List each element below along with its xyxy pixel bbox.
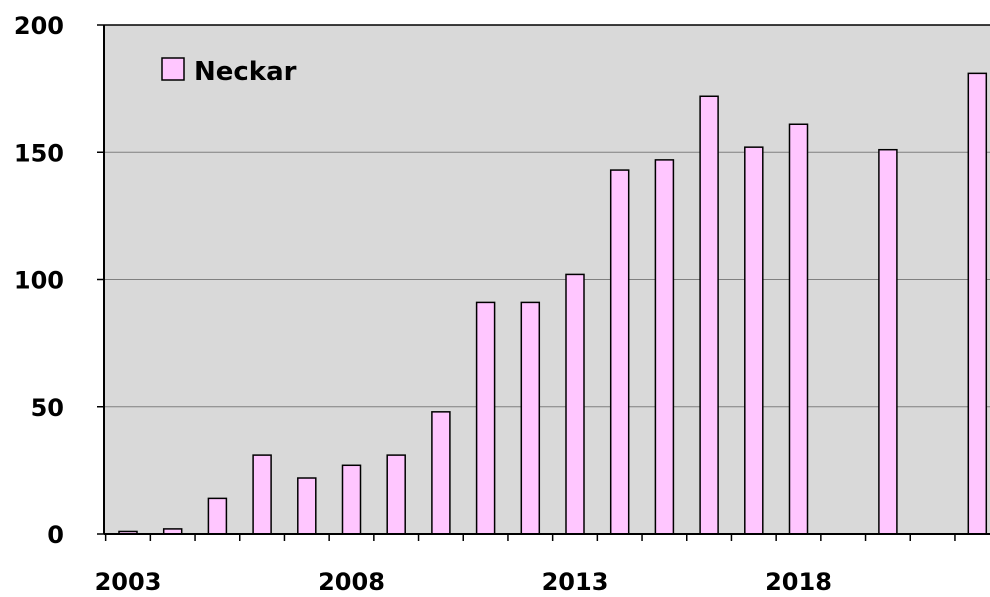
bar-2008	[341, 464, 362, 535]
bar-2018	[788, 123, 809, 535]
bar-2009	[386, 454, 406, 535]
bar-2006	[252, 454, 272, 535]
x-axis-ticks: 2003 2008 2013 2018	[95, 534, 956, 596]
legend-swatch	[161, 57, 185, 81]
y-tick-label: 150	[14, 139, 64, 167]
bar-2017	[744, 146, 764, 535]
bar-2013	[565, 273, 585, 535]
bar-2011	[475, 301, 496, 535]
gridlines	[104, 151, 990, 408]
bar-2020	[878, 148, 898, 535]
bar-2022	[967, 72, 988, 535]
x-tick-label: 2018	[765, 568, 832, 596]
x-tick-label: 2008	[318, 568, 385, 596]
bar-2005	[207, 497, 228, 535]
y-axis-ticks: 0 50 100 150 200	[14, 12, 104, 549]
bar-2014	[609, 169, 630, 535]
y-tick-label: 0	[47, 521, 64, 549]
bar-2015	[654, 159, 675, 535]
y-tick-label: 50	[31, 394, 64, 422]
bars	[118, 72, 988, 535]
x-tick-label: 2013	[542, 568, 609, 596]
x-tick-label: 2003	[95, 568, 162, 596]
y-tick-label: 200	[14, 12, 64, 40]
bar-2007	[297, 477, 317, 535]
bar-2010	[431, 411, 451, 535]
legend: Neckar	[161, 57, 297, 87]
y-tick-label: 100	[14, 267, 64, 295]
bar-2012	[520, 301, 541, 535]
legend-label: Neckar	[194, 57, 297, 87]
bar-2016	[699, 95, 719, 535]
